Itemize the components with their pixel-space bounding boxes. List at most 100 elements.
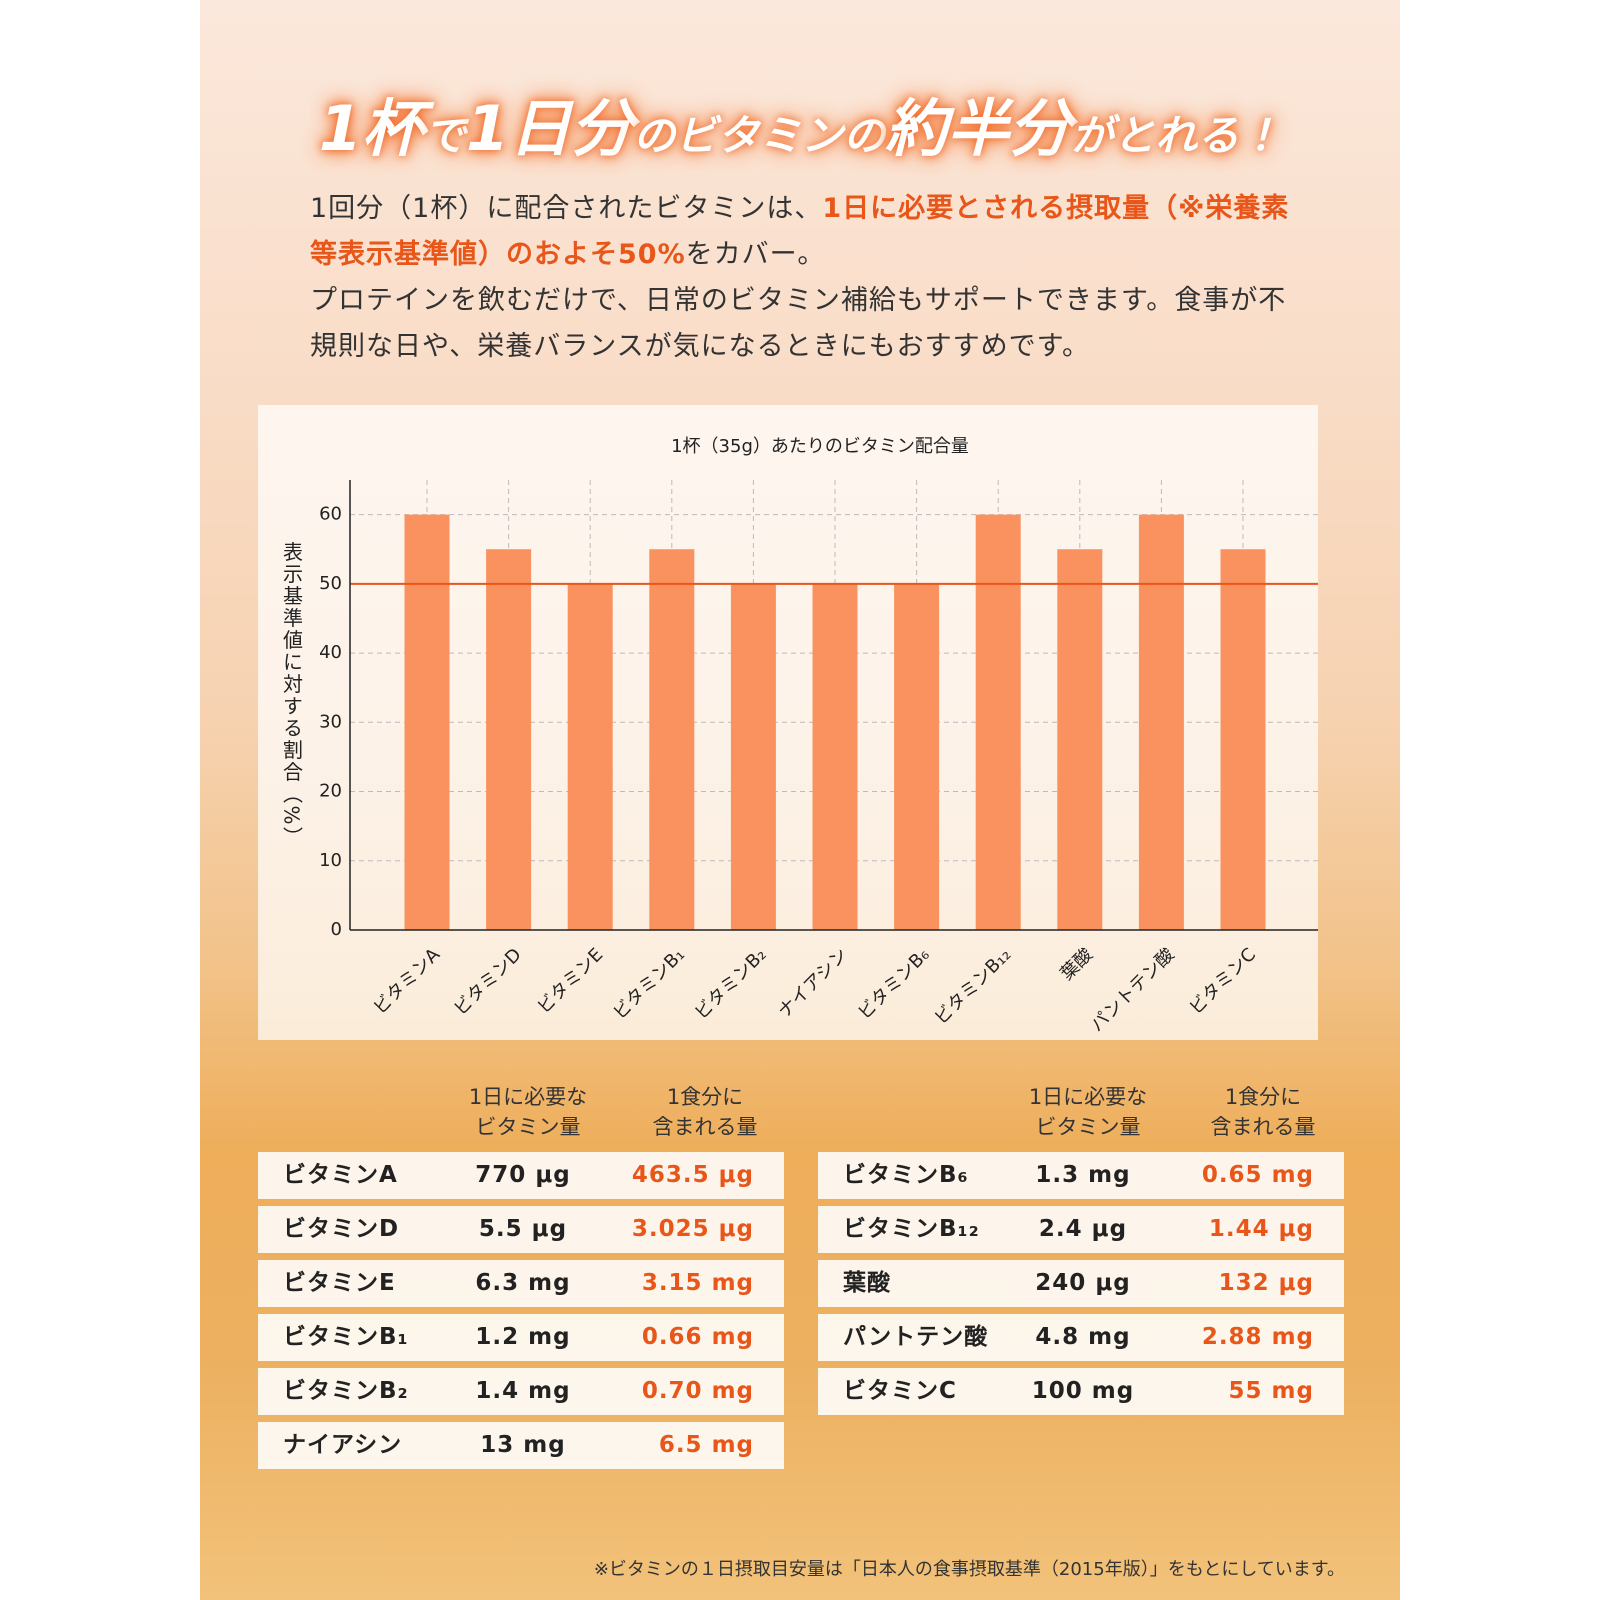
table-row: パントテン酸 4.8 mg 2.88 mg xyxy=(818,1314,1344,1361)
daily-requirement: 13 mg xyxy=(480,1432,566,1458)
y-tick-label: 10 xyxy=(319,850,342,871)
x-tick-label: ビタミンB₆ xyxy=(854,944,934,1024)
per-serving-amount: 0.70 mg xyxy=(641,1378,754,1404)
vitamin-name: ビタミンB₁ xyxy=(283,1324,409,1350)
table-row: ビタミンD 5.5 μg 3.025 μg xyxy=(258,1206,784,1253)
per-serving-amount: 6.5 mg xyxy=(658,1432,754,1458)
headline: 1杯で1日分のビタミンの約半分がとれる！ xyxy=(200,78,1400,168)
y-tick-label: 30 xyxy=(319,711,342,732)
daily-requirement: 4.8 mg xyxy=(1035,1324,1131,1350)
header-line: ビタミン量 xyxy=(475,1115,581,1139)
x-tick-label: パントテン酸 xyxy=(1087,944,1179,1036)
table-row: ビタミンB₁₂ 2.4 μg 1.44 μg xyxy=(818,1206,1344,1253)
per-serving-amount: 132 μg xyxy=(1218,1270,1314,1296)
bar xyxy=(567,583,613,930)
vitamin-name: ビタミンC xyxy=(843,1378,957,1404)
per-serving-amount: 3.025 μg xyxy=(631,1216,754,1242)
daily-requirement: 2.4 μg xyxy=(1038,1216,1128,1242)
intro-text: をカバー。 xyxy=(685,239,826,270)
bar xyxy=(1220,549,1266,930)
bar xyxy=(812,583,858,930)
intro-paragraph: 1回分（1杯）に配合されたビタミンは、1日に必要とされる摂取量（※栄養素等表示基… xyxy=(310,186,1300,278)
x-tick-label: ビタミンC xyxy=(1185,944,1260,1019)
x-tick-label: ビタミンE xyxy=(533,944,607,1018)
intro-text: 1回分（1杯）に配合されたビタミンは、 xyxy=(310,193,823,224)
footnote: ※ビタミンの１日摂取目安量は「日本人の食事摂取基準（2015年版）」をもとにして… xyxy=(593,1559,1345,1580)
daily-requirement: 6.3 mg xyxy=(475,1270,571,1296)
y-axis-label: 表示基準値に対する割合（%） xyxy=(280,541,304,848)
vitamin-name: ビタミンA xyxy=(283,1162,398,1188)
column-header: 1食分に 含まれる量 xyxy=(1178,1082,1348,1142)
x-tick-label: ビタミンD xyxy=(450,944,526,1020)
chart-title: 1杯（35g）あたりのビタミン配合量 xyxy=(671,436,969,457)
headline-part: で xyxy=(423,111,466,160)
headline-part: 1日分 xyxy=(465,92,634,165)
daily-requirement: 1.3 mg xyxy=(1035,1162,1131,1188)
vitamin-name: ビタミンD xyxy=(283,1216,400,1242)
headline-part: がとれる！ xyxy=(1071,111,1282,160)
y-tick-label: 50 xyxy=(319,573,342,594)
x-tick-label: ビタミンB₁₂ xyxy=(931,944,1016,1029)
vitamin-name: ビタミンB₆ xyxy=(843,1162,969,1188)
header-line: 1日に必要な xyxy=(1028,1085,1148,1109)
per-serving-amount: 0.66 mg xyxy=(641,1324,754,1350)
x-tick-label: ビタミンA xyxy=(370,944,445,1019)
y-tick-label: 40 xyxy=(319,642,342,663)
daily-requirement: 240 μg xyxy=(1035,1270,1131,1296)
table-row: ビタミンA 770 μg 463.5 μg xyxy=(258,1152,784,1199)
vitamin-name: ナイアシン xyxy=(283,1432,403,1458)
bar xyxy=(649,549,695,930)
daily-requirement: 770 μg xyxy=(475,1162,571,1188)
x-tick-label: ビタミンB₂ xyxy=(691,944,771,1024)
table-row: ビタミンC 100 mg 55 mg xyxy=(818,1368,1344,1415)
column-header: 1日に必要な ビタミン量 xyxy=(443,1082,613,1142)
intro-highlight: 1日に必要とされる摂取量（※栄養素等表示基準値）のおよそ50% xyxy=(310,193,1290,270)
x-tick-label: ビタミンB₁ xyxy=(609,944,689,1024)
per-serving-amount: 2.88 mg xyxy=(1201,1324,1314,1350)
table-row: ビタミンE 6.3 mg 3.15 mg xyxy=(258,1260,784,1307)
per-serving-amount: 463.5 μg xyxy=(631,1162,754,1188)
headline-part: のビタミンの xyxy=(633,111,886,160)
x-tick-label: ナイアシン xyxy=(774,944,852,1022)
table-row: 葉酸 240 μg 132 μg xyxy=(818,1260,1344,1307)
bar xyxy=(730,583,776,930)
y-tick-label: 0 xyxy=(331,919,342,940)
daily-requirement: 1.2 mg xyxy=(475,1324,571,1350)
x-tick-label: 葉酸 xyxy=(1057,944,1097,984)
header-line: ビタミン量 xyxy=(1035,1115,1141,1139)
per-serving-amount: 0.65 mg xyxy=(1201,1162,1314,1188)
header-line: 含まれる量 xyxy=(652,1115,758,1139)
vitamin-name: ビタミンE xyxy=(283,1270,396,1296)
chart: 1杯（35g）あたりのビタミン配合量 表示基準値に対する割合（%） 0 10 20 3… xyxy=(258,405,1318,1040)
table-row: ナイアシン 13 mg 6.5 mg xyxy=(258,1422,784,1469)
daily-requirement: 1.4 mg xyxy=(475,1378,571,1404)
header-line: 1食分に xyxy=(666,1085,744,1109)
daily-requirement: 100 mg xyxy=(1031,1378,1135,1404)
y-tick-label: 60 xyxy=(319,504,342,525)
per-serving-amount: 55 mg xyxy=(1228,1378,1314,1404)
vitamin-name: パントテン酸 xyxy=(843,1324,989,1350)
daily-requirement: 5.5 μg xyxy=(478,1216,568,1242)
intro-paragraph: プロテインを飲むだけで、日常のビタミン補給もサポートできます。食事が不規則な日や… xyxy=(310,285,1287,362)
bar xyxy=(894,583,940,930)
intro: 1回分（1杯）に配合されたビタミンは、1日に必要とされる摂取量（※栄養素等表示基… xyxy=(310,186,1300,370)
vitamin-name: 葉酸 xyxy=(843,1270,891,1296)
table-row: ビタミンB₂ 1.4 mg 0.70 mg xyxy=(258,1368,784,1415)
table-row: ビタミンB₆ 1.3 mg 0.65 mg xyxy=(818,1152,1344,1199)
table-row: ビタミンB₁ 1.2 mg 0.66 mg xyxy=(258,1314,784,1361)
bar xyxy=(1138,514,1184,930)
bar xyxy=(486,549,532,930)
bar xyxy=(975,514,1021,930)
vitamin-name: ビタミンB₁₂ xyxy=(843,1216,980,1242)
per-serving-amount: 1.44 μg xyxy=(1208,1216,1314,1242)
header-line: 含まれる量 xyxy=(1210,1115,1316,1139)
column-header: 1日に必要な ビタミン量 xyxy=(1003,1082,1173,1142)
vitamin-name: ビタミンB₂ xyxy=(283,1378,409,1404)
per-serving-amount: 3.15 mg xyxy=(641,1270,754,1296)
bar xyxy=(404,514,450,930)
y-tick-label: 20 xyxy=(319,781,342,802)
column-header: 1食分に含まれる量 xyxy=(620,1082,790,1142)
headline-part: 約半分 xyxy=(885,92,1072,165)
headline-part: 1杯 xyxy=(318,92,424,165)
